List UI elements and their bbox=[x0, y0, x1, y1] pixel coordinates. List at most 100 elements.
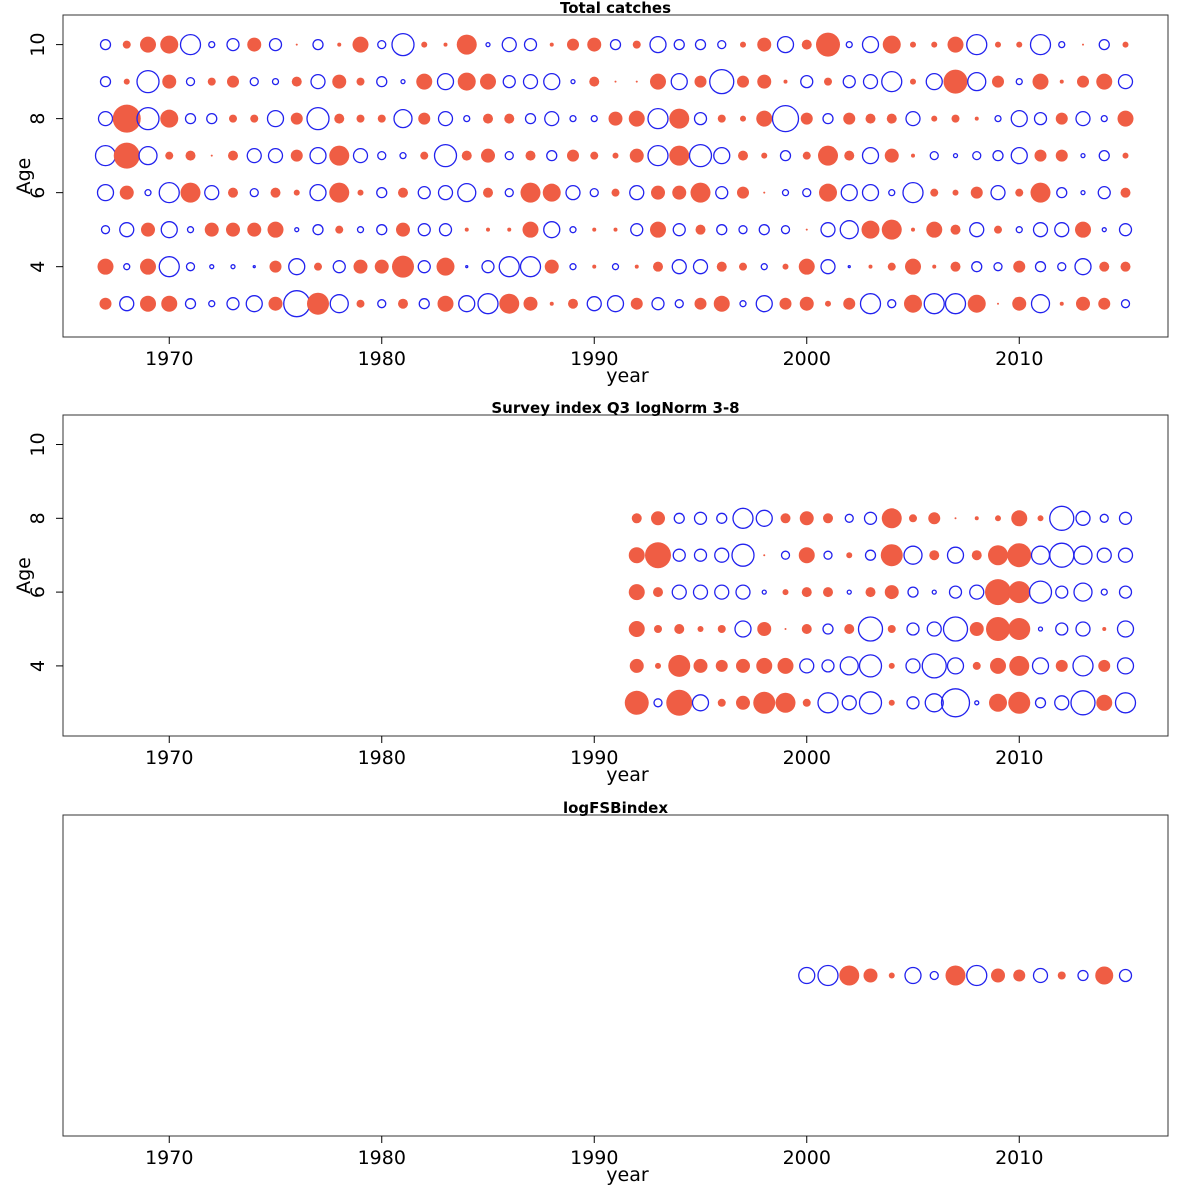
bubble-positive bbox=[825, 300, 831, 307]
bubble-negative bbox=[123, 263, 131, 271]
bubble-negative bbox=[252, 265, 256, 269]
bubble-negative bbox=[673, 38, 685, 51]
bubble-negative bbox=[1075, 110, 1091, 127]
bubble-positive bbox=[123, 78, 130, 85]
bubble-negative bbox=[1073, 582, 1093, 602]
bubble-negative bbox=[822, 112, 834, 125]
bubble-negative bbox=[671, 584, 687, 600]
bubble-negative bbox=[904, 966, 922, 985]
bubble-negative bbox=[204, 185, 220, 201]
bubble-negative bbox=[312, 38, 324, 51]
bubble-negative bbox=[399, 151, 407, 160]
bubble-positive bbox=[630, 297, 643, 310]
bubble-negative bbox=[522, 73, 539, 90]
bubble-negative bbox=[716, 512, 728, 524]
bubble-negative bbox=[780, 225, 791, 235]
bubble-negative bbox=[738, 225, 748, 235]
bubble-positive bbox=[1098, 297, 1111, 310]
bubble-negative bbox=[138, 145, 158, 166]
bubble-positive bbox=[1011, 510, 1028, 527]
bubble-negative bbox=[266, 109, 285, 128]
bubble-negative bbox=[820, 222, 836, 238]
bubble-positive bbox=[1032, 73, 1049, 90]
bubble-positive bbox=[377, 114, 386, 123]
bubble-negative bbox=[457, 183, 477, 203]
bubble-positive bbox=[888, 662, 895, 669]
bubble-positive bbox=[819, 183, 837, 202]
bubble-positive bbox=[357, 189, 364, 196]
bubble-negative bbox=[209, 264, 215, 270]
bubble-positive bbox=[523, 296, 538, 311]
bubble-positive bbox=[844, 150, 855, 161]
bubble-negative bbox=[377, 150, 387, 161]
bubble-negative bbox=[692, 259, 709, 275]
bubble-negative bbox=[458, 295, 476, 313]
bubble-positive bbox=[929, 550, 940, 561]
bubble-negative bbox=[630, 223, 644, 237]
bubble-positive bbox=[881, 508, 902, 529]
bubble-positive bbox=[97, 258, 114, 275]
bubble-negative bbox=[693, 111, 708, 126]
bubble-negative bbox=[931, 589, 937, 595]
bubble-negative bbox=[673, 512, 685, 524]
bubble-positive bbox=[952, 189, 959, 196]
bubble-negative bbox=[144, 189, 152, 197]
bubble-positive bbox=[802, 698, 811, 707]
bubble-negative bbox=[1097, 186, 1111, 200]
bubble-negative bbox=[972, 150, 982, 161]
y-tick-label: 8 bbox=[27, 512, 49, 524]
x-axis-title: year bbox=[606, 1164, 649, 1186]
bubble-positive bbox=[180, 182, 201, 203]
bubble-negative bbox=[1100, 588, 1108, 596]
x-tick-label: 1980 bbox=[358, 348, 406, 370]
bubble-positive bbox=[931, 41, 938, 48]
bubble-positive bbox=[611, 188, 620, 197]
bubble-negative bbox=[206, 112, 218, 125]
bubble-positive bbox=[1095, 966, 1114, 985]
bubble-positive bbox=[884, 585, 899, 600]
bubble-negative bbox=[861, 184, 880, 202]
bubble-negative bbox=[1030, 294, 1051, 314]
bubble-negative bbox=[283, 290, 311, 318]
bubble-negative bbox=[1096, 547, 1112, 563]
bubble-positive bbox=[694, 297, 707, 310]
bubble-positive bbox=[995, 515, 1001, 522]
bubble-negative bbox=[1118, 585, 1133, 599]
bubble-positive bbox=[228, 187, 238, 198]
bubble-negative bbox=[184, 112, 197, 125]
bubble-negative bbox=[780, 550, 791, 560]
bubble-positive bbox=[761, 152, 768, 159]
x-tick-label: 1990 bbox=[570, 348, 618, 370]
bubble-positive bbox=[614, 80, 617, 83]
bubble-positive bbox=[738, 150, 748, 161]
bubble-negative bbox=[504, 150, 514, 161]
bubble-negative bbox=[543, 221, 561, 239]
bubble-positive bbox=[612, 152, 619, 159]
bubble-positive bbox=[763, 191, 766, 194]
x-tick-label: 1970 bbox=[145, 747, 193, 769]
bubble-positive bbox=[624, 690, 649, 715]
bubble-negative bbox=[185, 76, 196, 87]
x-tick-label: 2000 bbox=[783, 348, 831, 370]
bubble-negative bbox=[688, 143, 713, 168]
bubble-positive bbox=[1055, 112, 1068, 125]
bubble-negative bbox=[1056, 187, 1068, 199]
bubble-positive bbox=[694, 75, 707, 88]
bubble-negative bbox=[822, 623, 834, 635]
bubble-positive bbox=[352, 36, 369, 53]
bubble-positive bbox=[717, 114, 726, 123]
bubble-negative bbox=[477, 293, 499, 315]
bubble-negative bbox=[647, 144, 669, 167]
bubble-positive bbox=[910, 78, 916, 85]
bubble-negative bbox=[820, 259, 836, 275]
bubble-positive bbox=[631, 513, 642, 524]
bubble-positive bbox=[1059, 79, 1064, 84]
bubble-positive bbox=[798, 547, 815, 564]
bubble-positive bbox=[542, 183, 561, 202]
y-tick-label: 6 bbox=[27, 586, 49, 598]
bubble-negative bbox=[226, 37, 240, 52]
y-tick-label: 10 bbox=[27, 432, 49, 456]
bubble-negative bbox=[969, 584, 985, 600]
bubble-negative bbox=[799, 658, 815, 674]
bubble-negative bbox=[842, 74, 856, 89]
